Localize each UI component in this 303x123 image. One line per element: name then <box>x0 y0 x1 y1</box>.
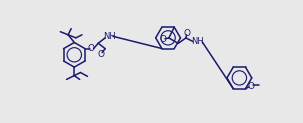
Text: O: O <box>97 50 104 59</box>
Text: O: O <box>248 82 255 91</box>
Text: O: O <box>160 35 167 44</box>
Text: NH: NH <box>191 37 204 46</box>
Text: O: O <box>88 44 95 53</box>
Text: NH: NH <box>103 32 115 41</box>
Text: O: O <box>184 29 191 38</box>
